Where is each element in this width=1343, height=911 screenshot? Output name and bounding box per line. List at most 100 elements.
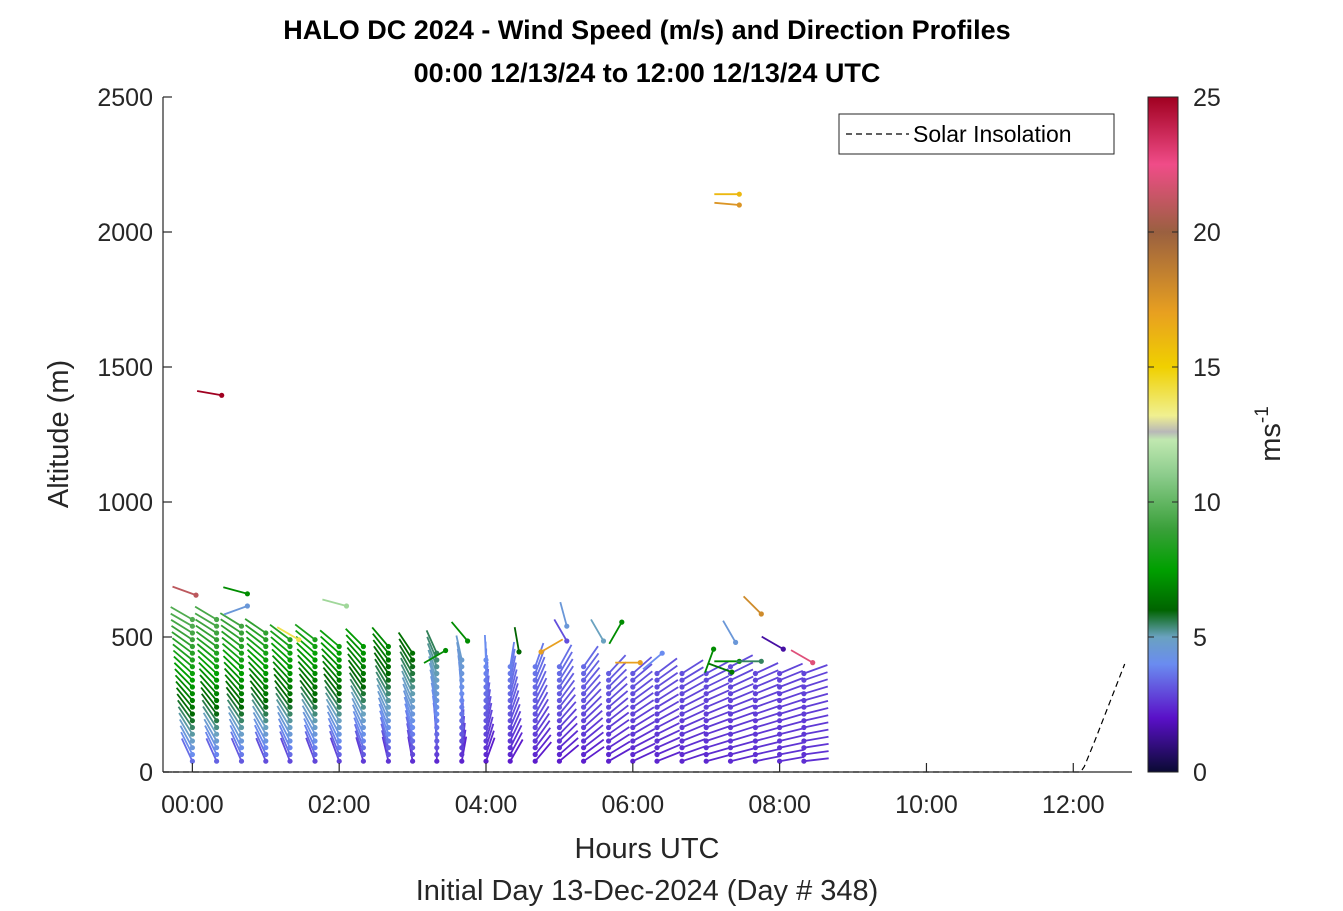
wind-barb-line xyxy=(381,730,390,755)
x-tick-label: 06:00 xyxy=(602,791,665,819)
wind-barb-point xyxy=(736,202,742,208)
wind-barb-line xyxy=(350,685,365,708)
y-axis-label: Altitude (m) xyxy=(43,360,75,508)
wind-barb-line xyxy=(274,680,291,702)
wind-barb-line xyxy=(426,643,438,668)
wind-barb-line xyxy=(607,661,627,681)
wind-barb-point xyxy=(711,646,717,652)
wind-barb-point xyxy=(752,731,759,737)
wind-barb-line xyxy=(509,641,515,667)
wind-barb-line xyxy=(558,679,576,702)
wind-barb-line xyxy=(319,635,340,654)
wind-barb-point xyxy=(810,660,816,666)
wind-barb-point xyxy=(189,637,195,643)
wind-barb-point xyxy=(703,718,709,724)
wind-barb-point xyxy=(287,738,293,744)
wind-barb-line xyxy=(755,690,780,702)
wind-barb-line xyxy=(730,754,756,763)
wind-barb-line xyxy=(803,743,829,749)
wind-barb-point xyxy=(679,758,685,764)
wind-barb-line xyxy=(632,656,653,675)
wind-barb-line xyxy=(730,718,755,729)
wind-barb-line xyxy=(705,668,729,682)
wind-barb-point xyxy=(654,711,660,717)
wind-barb-line xyxy=(656,751,681,763)
wind-barb-point xyxy=(654,677,660,683)
wind-barb-point xyxy=(238,623,245,629)
wind-barb-line xyxy=(632,749,656,763)
wind-barb-line xyxy=(607,683,628,702)
wind-barb-line xyxy=(608,733,631,749)
wind-barb-line xyxy=(277,711,291,735)
wind-barb-line xyxy=(275,699,291,722)
wind-barb-point xyxy=(287,684,293,690)
wind-barb-line xyxy=(779,756,805,763)
wind-barb-point xyxy=(410,704,416,710)
wind-barb-line xyxy=(195,630,218,648)
wind-barb-point xyxy=(336,745,342,751)
wind-barb-point xyxy=(360,704,366,710)
wind-barb-point xyxy=(459,745,465,751)
wind-barb-point xyxy=(189,677,195,683)
wind-barb-line xyxy=(607,668,628,688)
wind-barb-point xyxy=(189,745,195,751)
wind-barb-line xyxy=(401,670,414,695)
wind-barb-point xyxy=(606,691,612,697)
wind-barb-point xyxy=(703,758,709,764)
wind-barb-line xyxy=(425,630,438,654)
wind-barb-point xyxy=(483,751,489,758)
wind-barb-point xyxy=(214,731,220,737)
wind-barb-line xyxy=(323,679,340,702)
wind-barb-point xyxy=(410,738,416,744)
wind-barb-point xyxy=(189,691,195,697)
wind-barb-point xyxy=(727,677,734,683)
wind-barb-line xyxy=(246,642,267,661)
wind-barb-line xyxy=(178,712,194,735)
wind-barb-line xyxy=(656,657,678,675)
wind-barb-point xyxy=(483,691,489,697)
wind-barb-line xyxy=(404,709,414,735)
wind-barb-point xyxy=(507,711,513,717)
wind-barb-point xyxy=(360,751,366,758)
wind-barb-point xyxy=(459,724,465,731)
wind-barb-line xyxy=(405,716,414,742)
y-tick-label: 1000 xyxy=(97,489,153,517)
wind-barb-point xyxy=(336,758,342,764)
wind-barb-line xyxy=(278,724,291,749)
y-tick-label: 0 xyxy=(139,759,153,787)
wind-barb-point xyxy=(287,664,293,670)
wind-barb-point xyxy=(410,664,416,670)
wind-barb-point xyxy=(777,751,783,758)
wind-barb-line xyxy=(273,673,291,695)
wind-barb-point xyxy=(410,670,416,677)
wind-barb-line xyxy=(196,390,222,397)
wind-barb-point xyxy=(385,711,391,717)
wind-barb-line xyxy=(350,691,365,715)
wind-barb-line xyxy=(374,658,390,681)
wind-barb-point xyxy=(385,758,391,764)
wind-barb-line xyxy=(303,718,316,742)
wind-barb-line xyxy=(326,705,340,728)
wind-barb-point xyxy=(287,751,293,758)
wind-barb-point xyxy=(263,718,269,724)
wind-barb-line xyxy=(509,696,520,722)
wind-barb-line xyxy=(705,710,730,722)
wind-barb-point xyxy=(483,731,489,737)
wind-barb-point xyxy=(581,670,587,677)
wind-barb-point xyxy=(189,758,195,764)
wind-barb-line xyxy=(348,665,365,688)
wind-barb-point xyxy=(606,738,612,744)
wind-barb-point xyxy=(679,731,685,737)
x-tick-label: 02:00 xyxy=(308,791,371,819)
wind-barb-line xyxy=(372,633,390,654)
wind-barb-point xyxy=(606,704,612,710)
wind-barb-line xyxy=(347,659,365,681)
wind-barb-point xyxy=(556,724,563,731)
wind-barb-point xyxy=(727,684,734,690)
wind-barb-point xyxy=(654,751,660,758)
wind-barb-line xyxy=(730,697,755,709)
wind-barb-line xyxy=(803,757,829,763)
wind-barb-line xyxy=(228,712,243,735)
wind-barb-point xyxy=(434,684,440,690)
wind-barb-point xyxy=(410,718,416,724)
